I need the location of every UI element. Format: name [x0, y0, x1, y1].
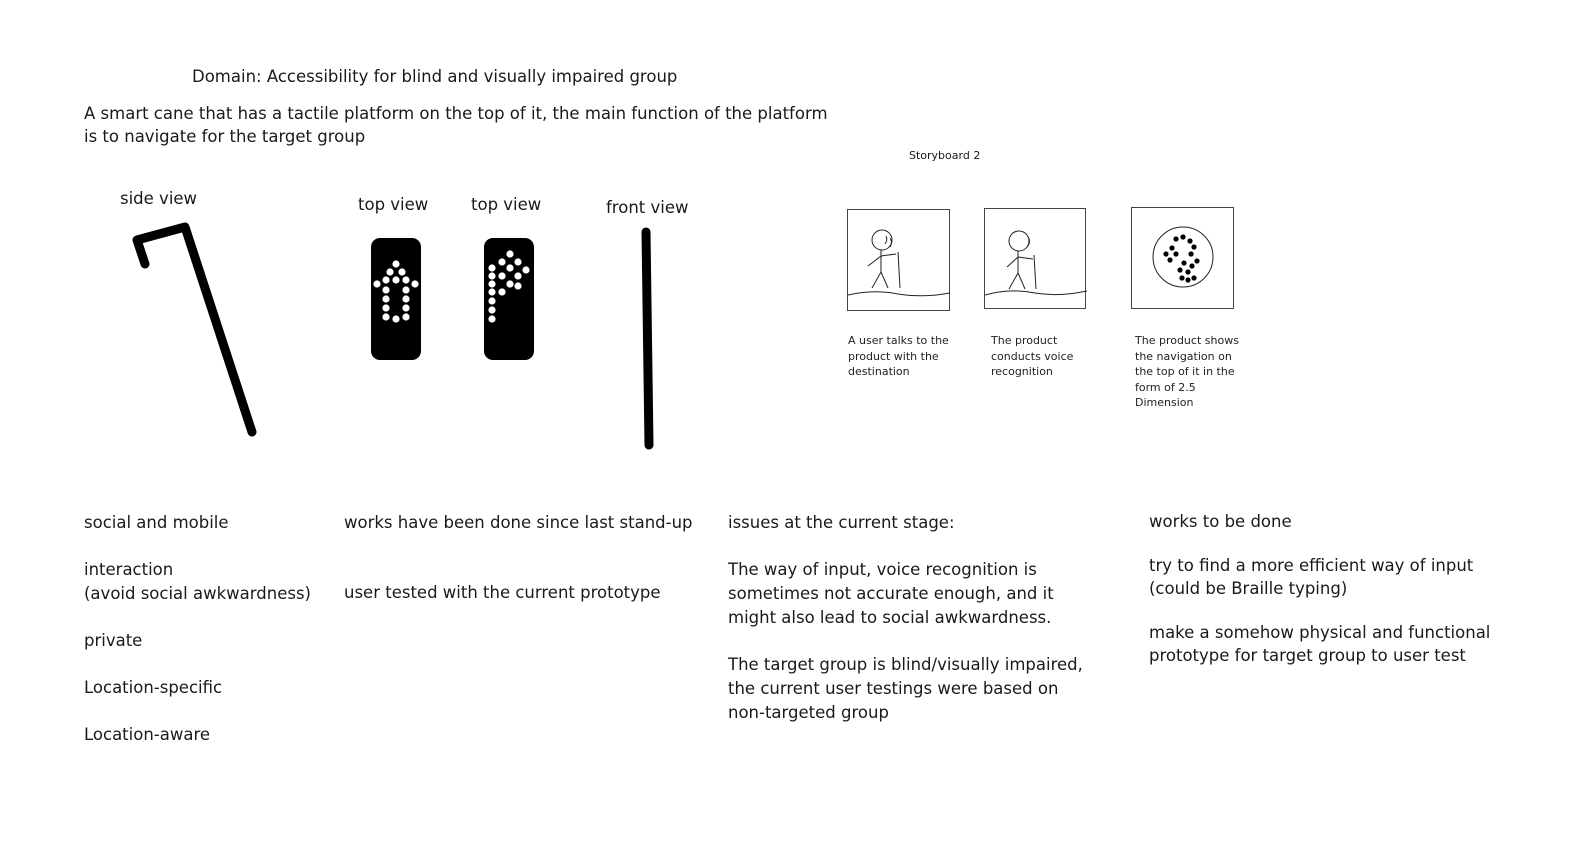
storyboard-caption-2: The product conducts voice recognition — [991, 334, 1074, 378]
domain-title: Domain: Accessibility for blind and visu… — [192, 67, 678, 86]
tactile-dot — [488, 264, 496, 272]
storyboard-frame-2 — [984, 208, 1088, 309]
tactile-dot — [506, 250, 514, 258]
tactile-dot — [402, 304, 410, 312]
tactile-dot — [1169, 245, 1175, 251]
tactile-dot — [514, 272, 522, 280]
tactile-dot — [1191, 244, 1197, 250]
tactile-dot — [1163, 251, 1169, 257]
tactile-dot — [402, 286, 410, 294]
tactile-dot — [488, 280, 496, 288]
storyboard-caption-1: A user talks to the product with the des… — [848, 334, 949, 378]
tactile-dot — [1173, 251, 1179, 257]
issues-heading: issues at the current stage: — [728, 513, 955, 532]
tactile-dot — [382, 276, 390, 284]
top-view-label-2: top view — [471, 195, 542, 214]
issue-1: The way of input, voice recognition is s… — [728, 560, 1054, 627]
notes-col-4: works to be done try to find a more effi… — [1149, 510, 1490, 667]
tactile-navigation-sketch — [1152, 226, 1214, 288]
note-social-mobile: social and mobile — [84, 513, 229, 532]
tactile-dot — [382, 304, 390, 312]
tactile-dot — [488, 288, 496, 296]
tactile-dot — [488, 306, 496, 314]
tactile-dot — [382, 295, 390, 303]
tactile-dot — [1191, 275, 1197, 281]
tactile-dot — [488, 297, 496, 305]
top-view-platform-1 — [371, 238, 421, 360]
storyboard-frame-3 — [1131, 207, 1234, 309]
note-works-done-heading: works have been done since last stand-up — [344, 513, 693, 532]
tactile-dot — [392, 260, 400, 268]
tactile-dot — [1179, 275, 1185, 281]
tactile-dot — [1180, 234, 1186, 240]
user-talking-sketch — [847, 229, 951, 297]
side-view-label: side view — [120, 189, 198, 208]
notes-col-2: works have been done since last stand-up… — [344, 511, 693, 605]
note-private: private — [84, 631, 143, 650]
tactile-dot — [1187, 238, 1193, 244]
issue-2: The target group is blind/visually impai… — [728, 655, 1083, 722]
tactile-dot — [488, 272, 496, 280]
tactile-dot — [1185, 277, 1191, 283]
front-view-label: front view — [606, 198, 689, 217]
tactile-dot — [514, 258, 522, 266]
tactile-dot — [402, 313, 410, 321]
tactile-dot — [1185, 269, 1191, 275]
notes-col-1: social and mobile interaction (avoid soc… — [84, 511, 311, 747]
tactile-dot — [506, 280, 514, 288]
notes-col-3: issues at the current stage: The way of … — [728, 511, 1083, 725]
tactile-dot — [402, 295, 410, 303]
side-view-cane — [132, 222, 257, 437]
todo-heading: works to be done — [1149, 512, 1292, 531]
tactile-dot — [382, 286, 390, 294]
tactile-dot — [522, 266, 530, 274]
todo-2: make a somehow physical and functional p… — [1149, 623, 1491, 665]
voice-recognition-sketch — [984, 230, 1088, 296]
tactile-dot — [1167, 257, 1173, 263]
note-user-tested: user tested with the current prototype — [344, 583, 661, 602]
tactile-dot — [373, 280, 381, 288]
tactile-dot — [1181, 260, 1187, 266]
tactile-dot — [402, 276, 410, 284]
tactile-dot — [1177, 267, 1183, 273]
tactile-dot — [488, 315, 496, 323]
storyboard-title: Storyboard 2 — [909, 149, 981, 162]
tactile-dot — [506, 264, 514, 272]
tactile-dot — [1189, 263, 1195, 269]
storyboard-caption-3: The product shows the navigation on the … — [1135, 334, 1239, 409]
tactile-dot — [514, 282, 522, 290]
tactile-dot — [398, 268, 406, 276]
note-location-specific: Location-specific — [84, 678, 223, 697]
top-view-platform-2 — [484, 238, 534, 360]
description-line-2: is to navigate for the target group — [84, 127, 366, 146]
tactile-dot — [1194, 258, 1200, 264]
note-avoid-awkwardness: (avoid social awkwardness) — [84, 584, 311, 603]
tactile-dot — [382, 313, 390, 321]
tactile-dot — [1173, 236, 1179, 242]
tactile-dot — [1188, 251, 1194, 257]
tactile-dot — [411, 280, 419, 288]
tactile-dot — [392, 315, 400, 323]
todo-1: try to find a more efficient way of inpu… — [1149, 556, 1474, 598]
top-view-label-1: top view — [358, 195, 429, 214]
note-location-aware: Location-aware — [84, 725, 211, 744]
tactile-dot — [498, 272, 506, 280]
tactile-dot — [392, 276, 400, 284]
description-line-1: A smart cane that has a tactile platform… — [84, 104, 828, 123]
note-interaction: interaction — [84, 560, 174, 579]
tactile-dot — [386, 268, 394, 276]
storyboard-frame-1 — [847, 209, 951, 311]
tactile-dot — [498, 258, 506, 266]
tactile-dot — [498, 288, 506, 296]
front-view-cane — [641, 227, 654, 450]
